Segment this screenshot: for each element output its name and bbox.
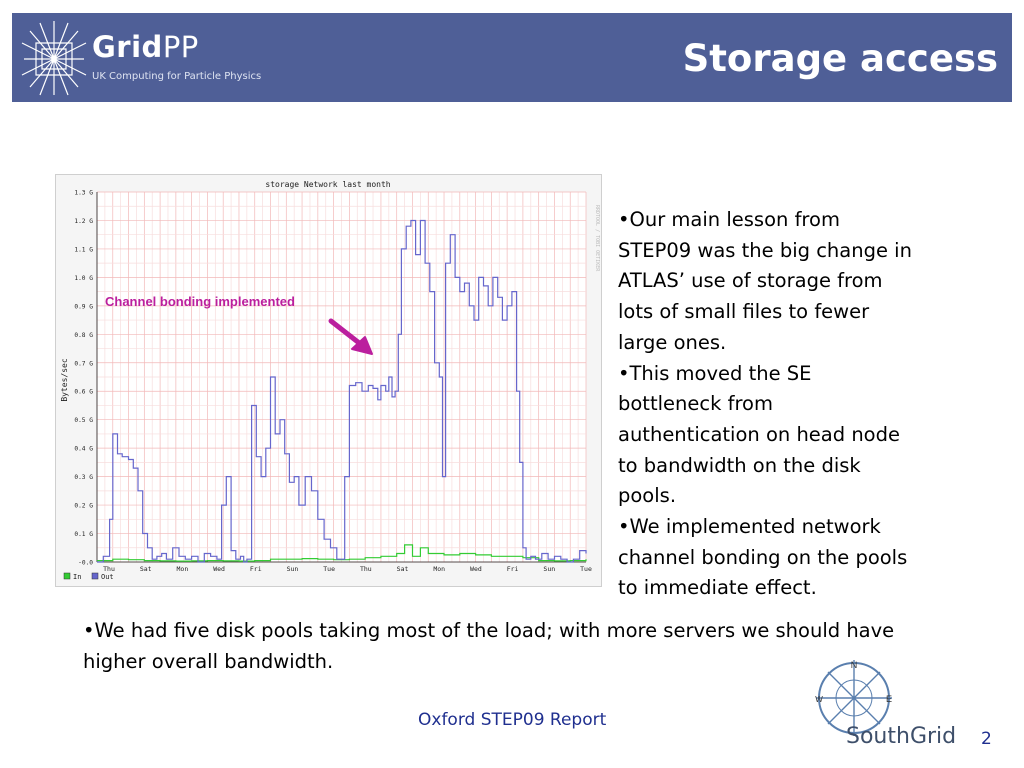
x-tick-label: Fri [250, 565, 262, 573]
x-tick-label: Tue [580, 565, 592, 573]
y-tick-label: 1.2 G [74, 218, 93, 225]
chart-grid [96, 191, 587, 563]
annotation-arrow-icon [328, 318, 373, 355]
chart-ylabel: Bytes/sec [60, 358, 69, 402]
x-tick-label: Sat [140, 565, 152, 573]
x-tick-label: Tue [323, 565, 335, 573]
compass-n: N [851, 660, 858, 670]
y-tick-label: 0.1 G [74, 531, 93, 538]
channel-bonding-annotation: Channel bonding implemented [105, 294, 295, 309]
x-tick-label: Mon [177, 565, 189, 573]
compass-w: W [815, 695, 823, 704]
chart-side-text: RRDTOOL / TOBI OETIKER [594, 205, 600, 272]
chart-ticks: 1.3 G 1.2 G 1.1 G 1.0 G 0.9 G 0.8 G 0.7 G 0.6 G… [74, 190, 592, 574]
disk-pool-note: •We had five disk pools taking most of t… [83, 619, 895, 673]
slide-header: GridPP UK Computing for Particle Physics… [12, 13, 1012, 102]
legend-in-label: In [73, 573, 81, 581]
x-tick-label: Thu [360, 565, 372, 573]
gridpp-logo-text: GridPP [92, 33, 199, 62]
x-tick-label: Sun [287, 565, 299, 573]
y-tick-label: 0.4 G [74, 446, 93, 453]
bullet-item: •We implemented network channel bonding … [618, 515, 908, 600]
x-tick-label: Sat [397, 565, 409, 573]
y-tick-label: 1.1 G [74, 246, 93, 253]
bullet-item: •Our main lesson from STEP09 was the big… [618, 208, 912, 354]
series-line-out [97, 219, 587, 563]
x-tick-label: Wed [213, 565, 225, 573]
x-tick-label: Fri [507, 565, 519, 573]
chart-title: storage Network last month [265, 180, 390, 189]
y-tick-label: -0.0 [78, 560, 93, 567]
y-tick-label: 1.3 G [74, 190, 93, 197]
bullet-item: •This moved the SE bottleneck from authe… [618, 361, 900, 508]
y-tick-label: 0.9 G [74, 303, 93, 310]
x-tick-label: Wed [470, 565, 482, 573]
legend-in-swatch [63, 572, 71, 580]
network-chart-svg: 1.3 G 1.2 G 1.1 G 1.0 G 0.9 G 0.8 G 0.7 G 0.6 G… [60, 180, 600, 581]
y-tick-label: 0.7 G [74, 360, 93, 367]
x-tick-label: Thu [103, 565, 115, 573]
chart-legend: In Out [63, 572, 114, 581]
y-tick-label: 0.6 G [74, 389, 93, 396]
series-line-in [97, 544, 587, 562]
southgrid-logo-text: SouthGrid [846, 724, 957, 749]
y-tick-label: 1.0 G [74, 275, 93, 282]
logo-bold-text: Grid [92, 30, 163, 64]
x-tick-label: Mon [433, 565, 445, 573]
x-tick-label: Sun [543, 565, 555, 573]
footer-report-title: Oxford STEP09 Report [418, 710, 607, 730]
slide-title: Storage access [682, 37, 998, 80]
logo-tagline: UK Computing for Particle Physics [92, 71, 262, 82]
y-tick-label: 0.5 G [74, 417, 93, 424]
y-tick-label: 0.2 G [74, 503, 93, 510]
legend-out-swatch [91, 572, 99, 580]
y-tick-label: 0.3 G [74, 474, 93, 481]
y-tick-label: 0.8 G [74, 332, 93, 339]
network-chart: 1.3 G 1.2 G 1.1 G 1.0 G 0.9 G 0.8 G 0.7 G 0.6 G… [55, 174, 602, 587]
compass-e: E [886, 694, 892, 704]
logo-light-text: PP [162, 30, 199, 64]
chart-series [97, 219, 587, 563]
southgrid-compass-icon: N E W [815, 660, 892, 736]
legend-out-label: Out [101, 573, 114, 581]
gridpp-logo-icon [21, 21, 87, 96]
lesson-bullets: •Our main lesson from STEP09 was the big… [618, 205, 918, 604]
page-number: 2 [981, 729, 992, 749]
